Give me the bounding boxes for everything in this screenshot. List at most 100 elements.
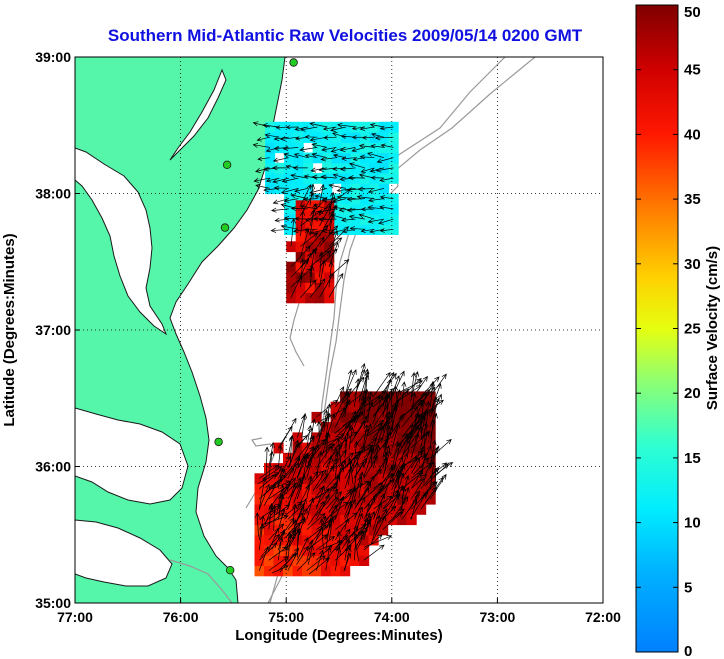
velocity-arrow [352, 440, 359, 471]
velocity-arrow [335, 452, 354, 469]
velocity-arrow [280, 417, 297, 446]
velocity-arrow [411, 477, 425, 500]
velocity-arrow [375, 508, 388, 527]
velocity-arrow [351, 135, 365, 140]
velocity-arrow [290, 206, 308, 212]
x-tick-label: 76:00 [163, 609, 199, 625]
velocity-arrow [391, 389, 402, 418]
velocity-arrow [379, 372, 397, 397]
velocity-arrow [328, 272, 344, 298]
velocity-arrow [277, 445, 283, 469]
velocity-arrow [396, 472, 405, 498]
velocity-cell [340, 473, 351, 485]
velocity-arrow [341, 156, 356, 161]
colorbar-ticks: 0 5 10 15 20 25 30 35 40 45 50 [636, 4, 701, 659]
velocity-cell [341, 152, 352, 164]
velocity-cell [254, 524, 265, 536]
velocity-arrow [355, 363, 366, 394]
velocity-arrow [328, 226, 349, 247]
velocity-cell [359, 555, 370, 566]
velocity-cell [292, 483, 303, 495]
velocity-cell [274, 173, 285, 184]
velocity-arrow [310, 167, 327, 173]
x-tick-label: 72:00 [585, 609, 621, 625]
velocity-cell [295, 220, 306, 232]
velocity-cell [302, 493, 313, 505]
colorbar-label: Surface Velocity (cm/s) [704, 246, 721, 410]
colorbar: 0 5 10 15 20 25 30 35 40 45 50 [635, 4, 701, 659]
velocity-cell [341, 132, 352, 143]
velocity-cell [340, 524, 351, 536]
velocity-cell [349, 401, 360, 413]
velocity-cell [292, 504, 303, 515]
velocity-cell [378, 524, 389, 536]
velocity-cell [340, 534, 351, 546]
velocity-arrow [359, 154, 375, 160]
velocity-arrow [293, 152, 308, 159]
velocity-cell [349, 493, 360, 505]
velocity-cell [368, 483, 379, 495]
velocity-arrow [400, 486, 410, 511]
velocity-arrow [290, 193, 308, 199]
velocity-arrow [339, 166, 356, 172]
velocity-cell [359, 483, 370, 495]
velocity-cell [416, 391, 427, 403]
velocity-cell [416, 504, 427, 515]
velocity-arrow [319, 196, 336, 216]
velocity-cell [341, 193, 352, 205]
velocity-cell [311, 463, 322, 474]
velocity-cell [360, 173, 371, 184]
velocity-arrow [420, 376, 440, 397]
velocity-cell [264, 473, 275, 485]
velocity-arrows [252, 121, 454, 575]
velocity-arrow [332, 166, 346, 172]
velocity-cell [314, 220, 325, 232]
colorbar-scale [635, 4, 679, 653]
velocity-arrow [273, 185, 289, 191]
velocity-cell [273, 534, 284, 546]
velocity-arrow [367, 151, 384, 159]
velocity-arrow [328, 496, 339, 513]
velocity-arrow [347, 530, 364, 544]
velocity-arrow [280, 203, 299, 210]
velocity-cell [368, 463, 379, 474]
velocity-arrow [348, 426, 355, 450]
velocity-cell [283, 483, 294, 495]
velocity-cell [379, 214, 390, 225]
velocity-arrow [307, 544, 314, 565]
velocity-cell [314, 272, 325, 283]
velocity-cell [322, 162, 333, 174]
velocity-cell [305, 292, 316, 304]
velocity-arrow [344, 369, 357, 397]
y-tick-label: 36:00 [35, 459, 71, 475]
velocity-arrow [323, 135, 337, 140]
velocity-arrow [362, 424, 369, 452]
velocity-cell [388, 193, 399, 205]
velocity-cell [425, 422, 436, 433]
velocity-cell [295, 251, 306, 263]
radar-station-marker [225, 566, 235, 575]
velocity-arrow [296, 537, 309, 561]
velocity-arrow [401, 406, 419, 428]
velocity-cell [264, 524, 275, 536]
velocity-arrow [410, 433, 420, 459]
velocity-cell [305, 210, 316, 222]
velocity-arrow [360, 167, 375, 174]
velocity-cell [311, 534, 322, 546]
velocity-cell [330, 524, 341, 536]
velocity-cell [340, 504, 351, 515]
velocity-cell [273, 483, 284, 495]
velocity-cell [416, 473, 427, 485]
velocity-arrow [257, 472, 280, 485]
velocity-cell [388, 203, 399, 215]
velocity-cell [330, 545, 341, 556]
velocity-arrow [383, 451, 389, 471]
velocity-cell [406, 442, 417, 454]
velocity-cell [312, 132, 323, 143]
velocity-arrow [355, 482, 372, 507]
velocity-cell [406, 493, 417, 505]
velocity-cell [265, 121, 276, 133]
velocity-cell [254, 545, 265, 556]
contour-line [289, 299, 305, 367]
velocity-cell [349, 442, 360, 454]
